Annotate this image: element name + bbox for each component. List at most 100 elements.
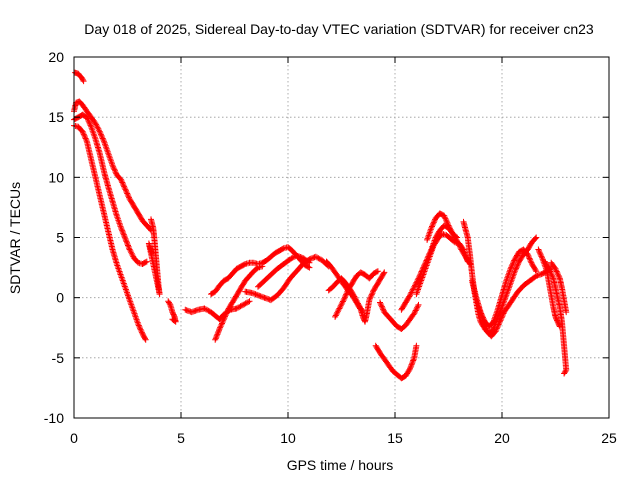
data-point bbox=[79, 76, 86, 83]
data-point bbox=[374, 268, 381, 275]
data-point bbox=[428, 224, 435, 231]
data-point bbox=[118, 178, 125, 185]
data-point bbox=[510, 260, 516, 267]
data-point bbox=[217, 323, 224, 330]
data-point bbox=[121, 183, 128, 190]
data-point bbox=[513, 264, 520, 271]
data-point bbox=[366, 297, 373, 304]
data-point bbox=[443, 217, 450, 223]
data-point bbox=[353, 297, 360, 304]
data-point bbox=[288, 255, 295, 262]
data-point bbox=[142, 259, 149, 266]
data-point bbox=[223, 310, 230, 317]
data-point bbox=[412, 308, 418, 315]
data-point bbox=[549, 272, 556, 279]
data-point bbox=[378, 302, 385, 309]
data-point bbox=[497, 317, 504, 324]
data-point bbox=[343, 290, 350, 297]
data-point bbox=[128, 250, 135, 257]
data-point bbox=[352, 296, 359, 303]
data-point bbox=[406, 293, 413, 300]
data-point bbox=[97, 130, 104, 136]
data-point bbox=[344, 288, 351, 295]
data-point bbox=[406, 366, 413, 373]
data-point bbox=[121, 185, 128, 191]
data-point bbox=[498, 314, 505, 321]
x-tick-label: 15 bbox=[387, 430, 403, 446]
data-point bbox=[222, 313, 228, 320]
data-point bbox=[85, 118, 92, 125]
data-point bbox=[359, 307, 366, 314]
data-point bbox=[341, 294, 348, 301]
data-point bbox=[533, 234, 540, 241]
data-point bbox=[514, 262, 521, 269]
data-point bbox=[84, 115, 91, 122]
y-tick-label: -10 bbox=[44, 410, 64, 426]
data-point bbox=[561, 369, 568, 376]
data-point bbox=[548, 271, 555, 278]
data-point bbox=[314, 254, 321, 261]
data-point bbox=[312, 253, 319, 260]
data-point bbox=[409, 288, 416, 294]
data-point bbox=[545, 264, 552, 271]
data-point bbox=[509, 261, 516, 268]
data-point bbox=[547, 269, 554, 276]
x-tick-label: 10 bbox=[280, 430, 296, 446]
data-point bbox=[80, 78, 87, 85]
data-point bbox=[354, 300, 361, 307]
data-point bbox=[507, 265, 514, 272]
data-point bbox=[149, 251, 156, 258]
data-point bbox=[380, 306, 387, 313]
data-point bbox=[82, 134, 88, 141]
data-point bbox=[556, 274, 563, 280]
data-point bbox=[377, 300, 384, 307]
data-point bbox=[498, 316, 505, 322]
data-point bbox=[332, 313, 339, 320]
data-point bbox=[219, 320, 225, 327]
data-point bbox=[123, 189, 130, 196]
data-point bbox=[373, 268, 380, 275]
data-point bbox=[448, 228, 455, 235]
data-point bbox=[536, 247, 542, 254]
x-tick-label: 0 bbox=[70, 430, 78, 446]
x-tick-label: 25 bbox=[601, 430, 617, 446]
data-point bbox=[126, 194, 132, 201]
data-point bbox=[508, 263, 515, 269]
data-point bbox=[555, 272, 562, 279]
data-point bbox=[237, 303, 244, 310]
data-point bbox=[537, 250, 544, 257]
data-point bbox=[110, 165, 117, 172]
y-axis-label: SDTVAR / TECUs bbox=[7, 182, 23, 294]
data-point bbox=[142, 336, 149, 343]
data-point bbox=[410, 356, 417, 363]
data-point bbox=[554, 269, 561, 276]
data-point bbox=[224, 308, 231, 315]
data-point bbox=[456, 242, 463, 249]
data-point bbox=[96, 128, 103, 135]
data-point bbox=[125, 242, 131, 249]
data-point bbox=[137, 326, 144, 333]
data-point bbox=[243, 299, 250, 306]
data-point bbox=[407, 292, 413, 299]
data-point bbox=[213, 332, 220, 339]
data-point bbox=[499, 311, 506, 318]
data-point bbox=[430, 219, 437, 226]
data-point bbox=[80, 131, 87, 138]
data-point bbox=[96, 127, 102, 134]
data-point bbox=[546, 265, 553, 272]
data-point bbox=[407, 290, 414, 297]
data-point bbox=[217, 324, 224, 331]
data-point bbox=[377, 299, 383, 306]
data-point bbox=[169, 316, 176, 323]
data-point bbox=[411, 310, 418, 317]
data-point bbox=[93, 121, 100, 128]
data-point bbox=[561, 370, 568, 377]
data-point bbox=[337, 304, 344, 311]
data-point bbox=[99, 134, 106, 141]
data-point bbox=[414, 303, 421, 310]
data-point bbox=[370, 288, 376, 295]
data-point bbox=[456, 243, 463, 250]
data-point bbox=[525, 254, 532, 261]
data-point bbox=[201, 305, 208, 312]
